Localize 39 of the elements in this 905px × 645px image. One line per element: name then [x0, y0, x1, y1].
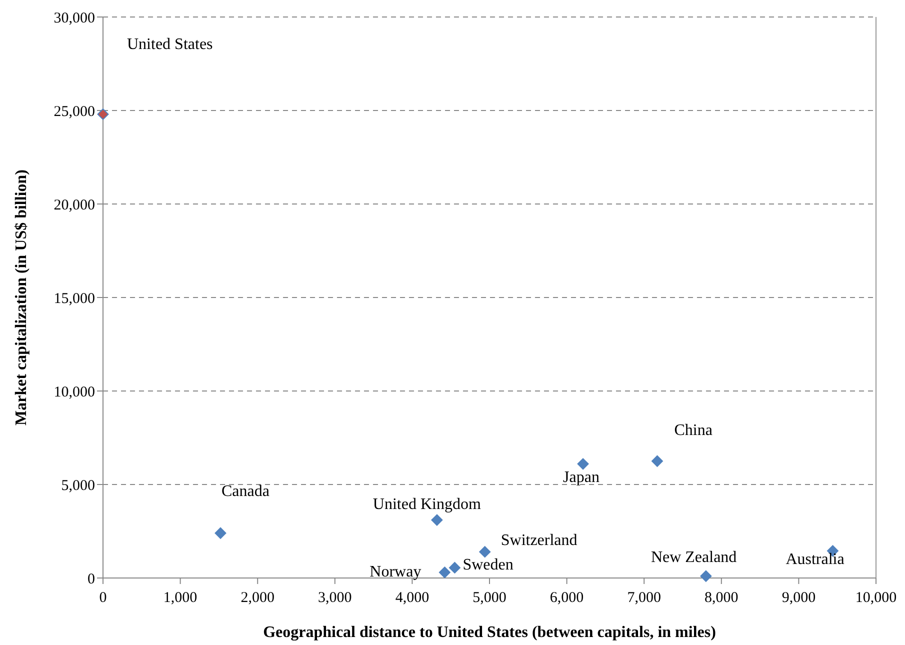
y-tick-label: 25,000	[54, 104, 95, 120]
annotation: Switzerland	[500, 532, 578, 549]
y-tick-label: 0	[88, 571, 95, 588]
point	[431, 514, 443, 526]
point	[97, 108, 109, 120]
point	[479, 546, 491, 558]
x-tick-label: 9,000	[782, 590, 816, 606]
annotation: Australia	[786, 550, 844, 568]
annotation: Sweden	[462, 556, 514, 574]
annotation: United Kingdom	[372, 496, 482, 514]
y-tick-label: 20,000	[54, 197, 95, 214]
point	[700, 570, 712, 582]
annotation: China	[674, 422, 712, 440]
x-tick-label: 10,000	[855, 590, 897, 606]
annotation: United States	[127, 36, 213, 53]
annotation: New Zealand	[650, 549, 737, 566]
y-tick-label: 10,000	[54, 384, 95, 400]
annotation: Canada	[221, 483, 270, 500]
x-tick-label: 6,000	[550, 590, 584, 606]
annotation: Japan	[563, 468, 600, 486]
x-axis-title: Geographical distance to United States (between capitals, in miles)	[263, 624, 716, 641]
y-tick-label: 15,000	[54, 290, 95, 307]
x-tick-label: 4,000	[395, 590, 430, 606]
annotation: Norway	[370, 563, 422, 580]
y-tick-label: 5,000	[61, 478, 95, 494]
x-tick-label: 1,000	[163, 590, 198, 606]
point	[448, 562, 460, 574]
x-tick-label: 3,000	[318, 590, 352, 606]
x-tick-label: 2,000	[240, 590, 274, 606]
x-tick-label: 0	[99, 590, 107, 606]
y-tick-label: 30,000	[54, 10, 95, 26]
point	[577, 458, 589, 470]
x-tick-label: 7,000	[627, 590, 661, 606]
point	[438, 566, 450, 578]
x-tick-label: 8,000	[704, 590, 738, 606]
point	[652, 455, 663, 467]
y-axis-title: Market capitalization (in US$ billion)	[13, 170, 30, 426]
point	[214, 527, 226, 539]
x-tick-label: 5,000	[472, 590, 506, 606]
